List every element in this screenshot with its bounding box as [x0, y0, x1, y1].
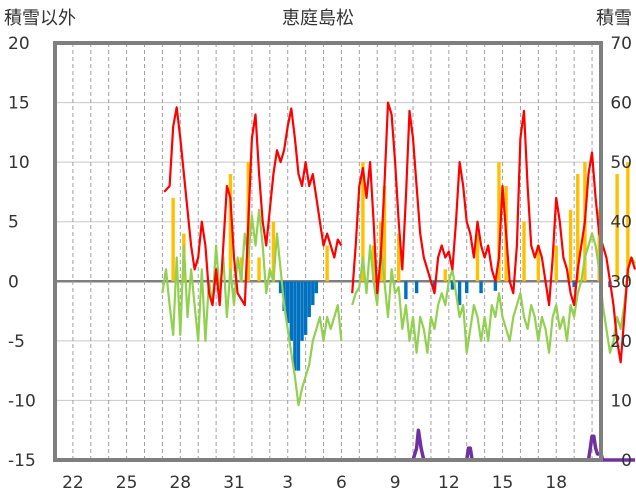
x-tick-label: 28 — [169, 473, 191, 493]
snow-change-bar — [293, 281, 297, 371]
precipitation-bar — [271, 221, 276, 282]
snow-change-bar — [450, 281, 455, 290]
y-right-tick-label: 0 — [621, 451, 632, 471]
precipitation-bar — [171, 197, 175, 282]
precipitation-bar — [576, 174, 580, 282]
precipitation-bar — [325, 245, 329, 282]
x-tick-label: 15 — [492, 473, 514, 493]
chart-title: 恵庭島松 — [282, 8, 354, 29]
x-tick-label: 6 — [336, 473, 347, 493]
y-left-tick-label: -10 — [8, 391, 36, 411]
y-left-tick-label: -15 — [8, 451, 36, 471]
right-axis-title: 積雪 — [596, 8, 632, 29]
precipitation-bar — [522, 221, 526, 282]
precipitation-bar — [257, 257, 261, 282]
snow-change-bar — [307, 281, 311, 318]
y-right-tick-label: 10 — [610, 391, 632, 411]
snow-change-bar — [303, 281, 308, 335]
y-right-tick-label: 60 — [610, 94, 632, 114]
y-right-tick-label: 40 — [610, 213, 632, 233]
snow-change-bar — [300, 281, 304, 341]
x-tick-label: 3 — [282, 473, 293, 493]
x-tick-label: 31 — [223, 473, 245, 493]
y-left-tick-label: 10 — [8, 153, 30, 173]
precipitation-bar — [361, 162, 365, 282]
y-left-tick-label: 20 — [8, 34, 30, 54]
x-tick-label: 9 — [390, 473, 401, 493]
x-tick-label: 12 — [438, 473, 460, 493]
snow-change-bar — [296, 281, 301, 371]
temperature-series-line — [163, 101, 636, 364]
y-left-tick-label: -5 — [8, 332, 25, 352]
left-axis-title: 積雪以外 — [4, 8, 76, 29]
snow-change-bar — [314, 281, 319, 294]
snow-change-bar — [479, 281, 483, 294]
precipitation-bar — [536, 245, 541, 282]
y-left-tick-label: 0 — [8, 272, 19, 292]
y-left-tick-label: 5 — [8, 213, 19, 233]
precipitation-bar — [443, 269, 447, 282]
y-left-tick-label: 15 — [8, 94, 30, 114]
x-tick-label: 18 — [545, 473, 567, 493]
snow-change-bar — [289, 281, 294, 341]
snow-change-bar — [311, 281, 315, 306]
precipitation-bar — [475, 233, 480, 282]
precipitation-bar — [497, 162, 501, 282]
bars-layer — [171, 162, 630, 371]
precipitation-bar — [626, 162, 630, 282]
snow-change-bar — [286, 281, 290, 323]
precipitation-bar — [382, 185, 387, 282]
y-right-tick-label: 50 — [610, 153, 632, 173]
snow-change-bar — [404, 281, 408, 300]
snow-change-bar — [493, 281, 498, 291]
snow-change-bar — [278, 281, 283, 294]
snow-change-bar — [457, 281, 462, 306]
precipitation-bar — [371, 245, 376, 282]
precipitation-bar — [397, 233, 401, 282]
snow-depth-series-line — [180, 428, 635, 462]
precipitation-bar — [615, 174, 619, 282]
precipitation-bar — [554, 245, 558, 282]
other-series-line — [161, 208, 636, 407]
x-tick-label: 25 — [116, 473, 138, 493]
y-right-tick-label: 70 — [610, 34, 632, 54]
snow-change-bar — [572, 281, 576, 288]
x-tick-label: 22 — [62, 473, 84, 493]
plot-frame — [53, 41, 603, 462]
y-right-tick-label: 20 — [610, 332, 632, 352]
y-right-tick-label: 30 — [610, 272, 632, 292]
snow-change-bar — [414, 281, 419, 294]
precipitation-bar — [228, 174, 233, 282]
snow-change-bar — [465, 281, 469, 294]
precipitation-bar — [568, 209, 573, 282]
